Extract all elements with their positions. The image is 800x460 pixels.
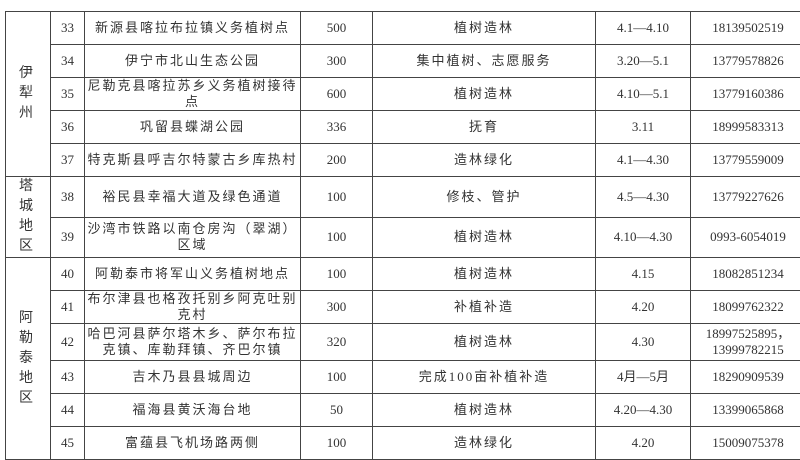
row-number: 36 xyxy=(51,111,85,144)
site-name: 新源县喀拉布拉镇义务植树点 xyxy=(85,12,301,45)
site-name: 阿勒泰市将军山义务植树地点 xyxy=(85,258,301,291)
activity-type: 完成100亩补植补造 xyxy=(373,361,596,394)
time-period: 4.10—5.1 xyxy=(596,78,691,111)
row-number: 42 xyxy=(51,324,85,361)
area-value: 100 xyxy=(301,258,373,291)
area-value: 500 xyxy=(301,12,373,45)
contact-phone: 13779160386 xyxy=(691,78,800,111)
contact-phone: 13779227626 xyxy=(691,177,800,218)
time-period: 4.10—4.30 xyxy=(596,217,691,258)
time-period: 3.20—5.1 xyxy=(596,45,691,78)
time-period: 4.30 xyxy=(596,324,691,361)
contact-phone: 18999583313 xyxy=(691,111,800,144)
site-name: 吉木乃县县城周边 xyxy=(85,361,301,394)
activity-type: 植树造林 xyxy=(373,12,596,45)
area-value: 600 xyxy=(301,78,373,111)
activity-type: 植树造林 xyxy=(373,78,596,111)
activity-type: 抚育 xyxy=(373,111,596,144)
row-number: 38 xyxy=(51,177,85,218)
time-period: 4.15 xyxy=(596,258,691,291)
contact-phone: 13779578826 xyxy=(691,45,800,78)
contact-phone: 18139502519 xyxy=(691,12,800,45)
activity-type: 植树造林 xyxy=(373,258,596,291)
area-value: 320 xyxy=(301,324,373,361)
site-name: 沙湾市铁路以南仓房沟（翠湖）区域 xyxy=(85,217,301,258)
time-period: 4.20—4.30 xyxy=(596,394,691,427)
time-period: 4月—5月 xyxy=(596,361,691,394)
row-number: 44 xyxy=(51,394,85,427)
contact-phone: 18997525895，13999782215 xyxy=(691,324,800,361)
time-period: 4.1—4.10 xyxy=(596,12,691,45)
contact-phone: 18082851234 xyxy=(691,258,800,291)
area-value: 100 xyxy=(301,177,373,218)
site-name: 福海县黄沃海台地 xyxy=(85,394,301,427)
site-name: 布尔津县也格孜托别乡阿克吐别克村 xyxy=(85,291,301,324)
region-cell: 伊犁州 xyxy=(6,12,51,177)
row-number: 41 xyxy=(51,291,85,324)
row-number: 43 xyxy=(51,361,85,394)
row-number: 35 xyxy=(51,78,85,111)
area-value: 300 xyxy=(301,45,373,78)
contact-phone: 18099762322 xyxy=(691,291,800,324)
row-number: 40 xyxy=(51,258,85,291)
row-number: 33 xyxy=(51,12,85,45)
activity-type: 修枝、管护 xyxy=(373,177,596,218)
area-value: 100 xyxy=(301,217,373,258)
activity-type: 植树造林 xyxy=(373,394,596,427)
activity-type: 植树造林 xyxy=(373,217,596,258)
activity-type: 造林绿化 xyxy=(373,144,596,177)
activity-type: 植树造林 xyxy=(373,324,596,361)
time-period: 4.5—4.30 xyxy=(596,177,691,218)
area-value: 50 xyxy=(301,394,373,427)
row-number: 34 xyxy=(51,45,85,78)
time-period: 4.1—4.30 xyxy=(596,144,691,177)
area-value: 300 xyxy=(301,291,373,324)
region-cell: 塔城地区 xyxy=(6,177,51,258)
site-name: 尼勒克县喀拉苏乡义务植树接待点 xyxy=(85,78,301,111)
site-name: 裕民县幸福大道及绿色通道 xyxy=(85,177,301,218)
area-value: 200 xyxy=(301,144,373,177)
time-period: 4.20 xyxy=(596,291,691,324)
contact-phone: 0993-6054019 xyxy=(691,217,800,258)
contact-phone: 13779559009 xyxy=(691,144,800,177)
area-value: 100 xyxy=(301,361,373,394)
time-period: 3.11 xyxy=(596,111,691,144)
region-cell: 阿勒泰地区 xyxy=(6,258,51,460)
row-number: 39 xyxy=(51,217,85,258)
site-name: 巩留县蝶湖公园 xyxy=(85,111,301,144)
row-number: 37 xyxy=(51,144,85,177)
area-value: 336 xyxy=(301,111,373,144)
site-name: 特克斯县呼吉尔特蒙古乡库热村 xyxy=(85,144,301,177)
contact-phone: 18290909539 xyxy=(691,361,800,394)
activity-type: 补植补造 xyxy=(373,291,596,324)
contact-phone: 13399065868 xyxy=(691,394,800,427)
site-name: 哈巴河县萨尔塔木乡、萨尔布拉克镇、库勒拜镇、齐巴尔镇 xyxy=(85,324,301,361)
activity-type: 集中植树、志愿服务 xyxy=(373,45,596,78)
site-name: 伊宁市北山生态公园 xyxy=(85,45,301,78)
